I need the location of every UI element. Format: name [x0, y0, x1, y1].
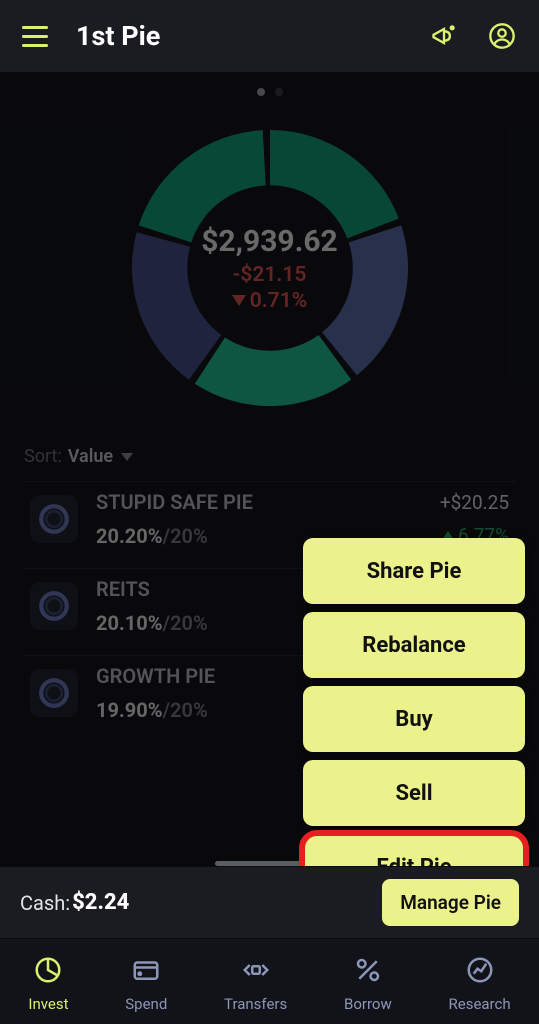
rebalance-button[interactable]: Rebalance: [303, 612, 525, 678]
donut-center: $2,939.62 -$21.15 0.71%: [120, 118, 420, 418]
portfolio-change-abs: -$21.15: [233, 263, 307, 287]
holding-name: STUPID SAFE PIE: [96, 490, 422, 514]
page-title: 1st Pie: [76, 20, 401, 52]
buy-button[interactable]: Buy: [303, 686, 525, 752]
card-icon: [131, 955, 161, 989]
down-triangle-icon: [232, 295, 246, 306]
transfer-icon: [241, 955, 271, 989]
sort-label: Sort:: [24, 446, 62, 467]
header-actions: [429, 21, 517, 51]
nav-label: Borrow: [344, 995, 392, 1013]
holding-ring-icon: [30, 669, 78, 717]
holding-value: +$20.25: [440, 491, 509, 514]
portfolio-donut-chart: $2,939.62 -$21.15 0.71%: [0, 96, 539, 418]
cash-amount: $2.24: [72, 890, 129, 915]
pie-icon: [33, 955, 63, 989]
nav-invest[interactable]: Invest: [28, 955, 68, 1013]
main-content: $2,939.62 -$21.15 0.71% Sort: Value ST: [0, 72, 539, 866]
holding-ring-icon: [30, 582, 78, 630]
nav-label: Spend: [125, 995, 167, 1013]
app-root: 1st Pie: [0, 0, 539, 1024]
caret-down-icon: [121, 453, 133, 461]
bottom-nav: Invest Spend Transfers Borrow Research: [0, 938, 539, 1024]
nav-label: Transfers: [224, 995, 287, 1013]
portfolio-change-pct: 0.71%: [232, 289, 307, 313]
sort-control[interactable]: Sort: Value: [0, 418, 539, 481]
pagination-dots[interactable]: [0, 72, 539, 96]
app-header: 1st Pie: [0, 0, 539, 72]
nav-label: Invest: [28, 995, 68, 1013]
edit-pie-button[interactable]: Edit Pie: [303, 834, 525, 866]
percent-icon: [353, 955, 383, 989]
nav-label: Research: [449, 995, 511, 1013]
sort-value: Value: [68, 446, 113, 467]
action-menu: Share Pie Rebalance Buy Sell Edit Pie: [303, 538, 525, 866]
menu-icon[interactable]: [22, 26, 48, 47]
profile-icon[interactable]: [487, 21, 517, 51]
nav-transfers[interactable]: Transfers: [224, 955, 287, 1013]
cash-label: Cash:: [20, 891, 70, 915]
sell-button[interactable]: Sell: [303, 760, 525, 826]
manage-pie-button[interactable]: Manage Pie: [382, 879, 519, 926]
announce-icon[interactable]: [429, 21, 459, 51]
cash-bar: Cash: $2.24 Manage Pie: [0, 866, 539, 938]
nav-research[interactable]: Research: [449, 955, 511, 1013]
share-pie-button[interactable]: Share Pie: [303, 538, 525, 604]
research-icon: [465, 955, 495, 989]
nav-borrow[interactable]: Borrow: [344, 955, 392, 1013]
portfolio-total: $2,939.62: [201, 224, 338, 259]
nav-spend[interactable]: Spend: [125, 955, 167, 1013]
holding-ring-icon: [30, 495, 78, 543]
